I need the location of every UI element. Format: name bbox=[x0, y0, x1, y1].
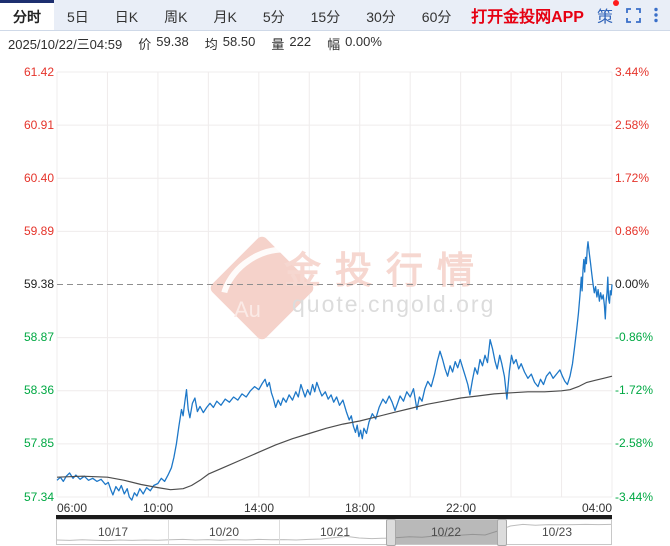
avg-label: 均 bbox=[204, 36, 218, 52]
y-tick-left: 57.34 bbox=[23, 490, 54, 504]
y-tick-left: 58.36 bbox=[23, 383, 54, 397]
y-tick-right: -1.72% bbox=[615, 383, 654, 397]
tab-30min[interactable]: 30分 bbox=[353, 0, 409, 30]
y-tick-right: -2.58% bbox=[615, 436, 654, 450]
tab-timeline[interactable]: 分时 bbox=[0, 0, 54, 30]
price-chart-area[interactable]: Au 金投行情 quote.cngold.org 61.42 60.91 60.… bbox=[0, 55, 670, 515]
y-tick-left: 60.40 bbox=[23, 171, 54, 185]
tabbar-right-tools: 打开金投网APP 策 bbox=[471, 0, 670, 30]
change-label: 幅 bbox=[327, 36, 341, 52]
y-tick-left: 60.91 bbox=[23, 118, 54, 132]
navigator-date[interactable]: 10/21 bbox=[319, 525, 351, 539]
avg-value: 58.50 bbox=[222, 33, 256, 49]
open-app-link[interactable]: 打开金投网APP bbox=[471, 9, 584, 26]
more-menu-icon[interactable] bbox=[654, 7, 658, 23]
volume-value: 222 bbox=[289, 33, 312, 49]
tab-monthly-k[interactable]: 月K bbox=[200, 0, 249, 30]
x-tick: 04:00 bbox=[581, 501, 612, 515]
tab-60min[interactable]: 60分 bbox=[409, 0, 465, 30]
quote-average: 均 58.50 bbox=[205, 34, 256, 53]
period-tabbar: 分时 5日 日K 周K 月K 5分 15分 30分 60分 打开金投网APP 策 bbox=[0, 0, 670, 31]
navigator-divider bbox=[279, 520, 280, 544]
tab-label: 60分 bbox=[421, 8, 452, 25]
tab-label: 日K bbox=[114, 8, 139, 25]
y-tick-right: 2.58% bbox=[615, 118, 650, 132]
tab-label: 周K bbox=[164, 8, 188, 25]
volume-label: 量 bbox=[271, 36, 285, 52]
tab-label: 月K bbox=[213, 8, 237, 25]
tab-label: 5分 bbox=[262, 8, 285, 25]
price-line bbox=[56, 241, 613, 501]
y-tick-right: 1.72% bbox=[615, 171, 650, 185]
y-tick-right: 3.44% bbox=[615, 65, 650, 79]
fullscreen-icon[interactable] bbox=[626, 7, 641, 23]
navigator-left-handle[interactable] bbox=[386, 519, 396, 546]
tab-5day[interactable]: 5日 bbox=[54, 0, 102, 30]
navigator-date[interactable]: 10/22 bbox=[430, 525, 462, 539]
y-tick-right: -0.86% bbox=[615, 330, 654, 344]
quote-info-bar: 2025/10/22/三04:59 价 59.38 均 58.50 量 222 幅 0.… bbox=[0, 31, 670, 55]
navigator-date[interactable]: 10/20 bbox=[208, 525, 240, 539]
tab-label: 5日 bbox=[67, 8, 89, 25]
notification-dot bbox=[613, 0, 619, 6]
tab-label: 30分 bbox=[366, 8, 396, 25]
navigator-sparkline bbox=[56, 523, 612, 542]
chart-gridlines bbox=[56, 71, 613, 498]
tab-15min[interactable]: 15分 bbox=[298, 0, 354, 30]
x-tick: 22:00 bbox=[445, 501, 477, 515]
navigator-date[interactable]: 10/23 bbox=[541, 525, 573, 539]
tab-daily-k[interactable]: 日K bbox=[102, 0, 151, 30]
navigator-date[interactable]: 10/17 bbox=[97, 525, 129, 539]
change-value: 0.00% bbox=[345, 33, 382, 49]
quote-datetime: 2025/10/22/三04:59 bbox=[8, 36, 123, 52]
tab-5min[interactable]: 5分 bbox=[250, 0, 298, 30]
y-tick-left: 57.85 bbox=[23, 436, 54, 450]
y-tick-right-baseline: 0.00% bbox=[615, 277, 650, 291]
navigator-selected-range[interactable] bbox=[390, 520, 501, 544]
navigator-spark-line bbox=[56, 523, 612, 542]
watermark-url: quote.cngold.org bbox=[292, 291, 496, 317]
y-tick-left: 59.89 bbox=[23, 224, 54, 238]
tab-weekly-k[interactable]: 周K bbox=[151, 0, 200, 30]
y-tick-left: 61.42 bbox=[23, 65, 54, 79]
x-tick: 14:00 bbox=[243, 501, 275, 515]
y-tick-left-baseline: 59.38 bbox=[23, 277, 54, 291]
x-tick: 18:00 bbox=[344, 501, 376, 515]
price-value: 59.38 bbox=[156, 33, 189, 49]
average-line bbox=[56, 375, 613, 491]
watermark-logo-text: Au bbox=[234, 297, 261, 322]
y-tick-left: 58.87 bbox=[23, 330, 54, 344]
x-tick: 06:00 bbox=[57, 501, 88, 515]
y-tick-right: -3.44% bbox=[615, 490, 654, 504]
price-label: 价 bbox=[138, 36, 152, 52]
quote-volume: 量 222 bbox=[271, 34, 311, 53]
navigator-top-bar bbox=[56, 515, 612, 519]
navigator-divider bbox=[168, 520, 169, 544]
quote-change: 幅 0.00% bbox=[327, 34, 382, 53]
range-navigator: 10/17 10/20 10/21 10/22 10/23 bbox=[0, 515, 670, 546]
strategy-badge[interactable]: 策 bbox=[596, 0, 619, 27]
y-tick-right: 0.86% bbox=[615, 224, 650, 238]
quote-price: 价 59.38 bbox=[138, 34, 189, 53]
x-tick: 10:00 bbox=[142, 501, 174, 515]
price-series-plot bbox=[56, 241, 613, 501]
navigator-right-handle[interactable] bbox=[497, 519, 507, 546]
tab-label: 分时 bbox=[13, 8, 41, 25]
strategy-label: 策 bbox=[596, 9, 613, 26]
tab-label: 15分 bbox=[310, 8, 341, 25]
navigator-track[interactable]: 10/17 10/20 10/21 10/22 10/23 bbox=[56, 519, 612, 546]
